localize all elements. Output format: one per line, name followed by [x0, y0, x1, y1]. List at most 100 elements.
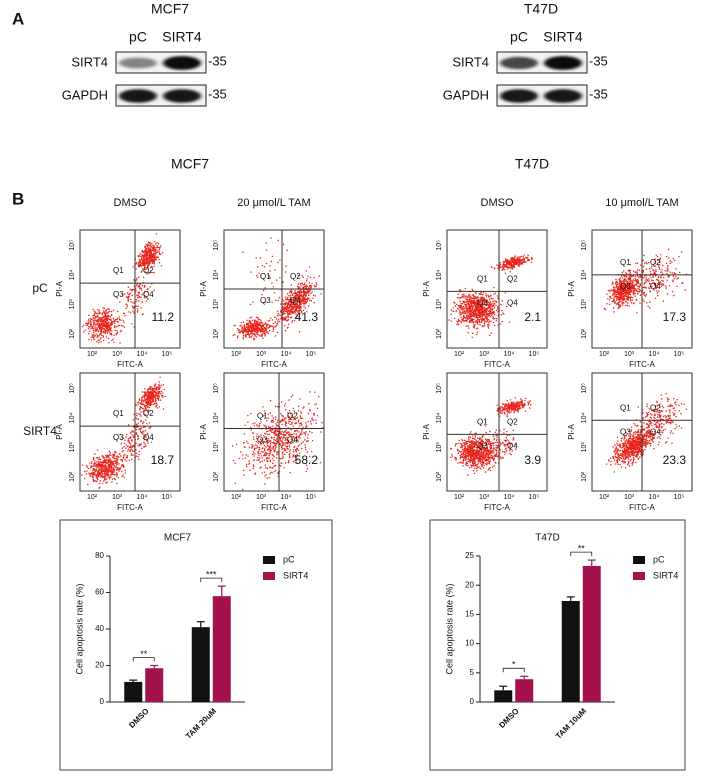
y-tick-label: 10²	[581, 471, 588, 482]
quadrant-label: Q1	[477, 417, 488, 426]
cell-line-title: T47D	[515, 156, 549, 172]
y-tick-label: 10²	[213, 328, 220, 339]
legend-swatch	[263, 572, 275, 580]
band	[544, 89, 582, 103]
quadrant-label: Q2	[143, 409, 154, 418]
y-tick-label: 10²	[69, 471, 76, 482]
y-tick-label: 10⁴	[213, 412, 220, 423]
quadrant-label: Q3	[477, 441, 488, 450]
y-tick-label: 10²	[581, 328, 588, 339]
y-tick-label: 10⁵	[436, 240, 443, 251]
y-tick-label: 25	[465, 551, 474, 560]
x-tick-label: 10⁴	[649, 494, 660, 501]
quadrant-label: Q2	[507, 274, 518, 283]
significance-label: *	[512, 660, 516, 670]
marker-label: -35	[208, 86, 227, 101]
row-label: SIRT4	[71, 54, 108, 69]
flow-plot: Q1 Q2 Q3 Q4 41.3 FITC-A PI-A 10² 10² 10³ 10³ 10⁴ 10⁴…	[199, 229, 325, 369]
legend-label: pC	[283, 554, 295, 564]
x-tick-label: 10³	[112, 494, 123, 501]
flow-plot: Q1 Q2 Q3 Q4 17.3 FITC-A PI-A 10² 10² 10³ 10³ 10⁴ 10⁴…	[567, 229, 693, 369]
quadrant-label: Q4	[650, 427, 661, 436]
dot-cloud	[232, 237, 322, 341]
x-tick-label: 10⁵	[306, 351, 317, 358]
y-tick-label: 10⁵	[213, 383, 220, 394]
apoptosis-value: 2.1	[524, 310, 541, 324]
y-axis-label: PI-A	[199, 424, 208, 440]
marker-label: -35	[589, 53, 608, 68]
dot-cloud	[81, 233, 164, 344]
row-label: SIRT4	[452, 54, 489, 69]
x-tick-label: TAM 20uM	[184, 706, 218, 740]
quadrant-label: Q3	[620, 282, 631, 291]
row-label: GAPDH	[62, 87, 108, 102]
bar	[494, 690, 513, 702]
x-tick-label: 10⁵	[529, 351, 540, 358]
y-tick-label: 10⁵	[581, 240, 588, 251]
quadrant-label: Q2	[507, 417, 518, 426]
lane-label: SIRT4	[162, 29, 202, 45]
y-tick-label: 10³	[581, 442, 588, 453]
x-axis-label: FITC-A	[629, 503, 655, 512]
bar	[582, 565, 601, 702]
x-tick-label: 10³	[624, 351, 635, 358]
band	[163, 89, 201, 103]
flow-plot: Q1 Q2 Q3 Q4 3.9 FITC-A PI-A 10² 10² 10³ 10³ 10⁴ 10⁴ 1…	[422, 372, 548, 512]
apoptosis-value: 18.7	[151, 453, 175, 467]
plot-frame	[79, 229, 181, 349]
quadrant-label: Q3	[257, 436, 268, 445]
significance-label: **	[140, 649, 148, 659]
y-tick-label: 10⁴	[581, 269, 588, 280]
y-axis-label: PI-A	[567, 281, 576, 297]
quadrant-label: Q1	[113, 409, 124, 418]
bar	[515, 679, 534, 702]
y-tick-label: 10²	[213, 471, 220, 482]
flow-plot: Q1 Q2 Q3 Q4 58.2 FITC-A PI-A 10² 10² 10³ 10³ 10⁴ 10⁴…	[199, 372, 325, 512]
y-tick-label: 10³	[69, 299, 76, 310]
y-axis-title: Cell apoptosis rate (%)	[444, 583, 454, 674]
flow-plot: Q1 Q2 Q3 Q4 23.3 FITC-A PI-A 10² 10² 10³ 10³ 10⁴ 10⁴…	[567, 372, 693, 512]
significance-label: ***	[206, 569, 217, 579]
y-tick-label: 10³	[436, 299, 443, 310]
x-tick-label: 10⁵	[162, 494, 173, 501]
plot-frame	[79, 372, 181, 492]
legend-swatch	[633, 572, 645, 580]
x-tick-label: TAM 10uM	[554, 706, 588, 740]
y-tick-label: 10⁴	[581, 412, 588, 423]
band	[119, 57, 157, 69]
y-tick-label: 0	[470, 697, 475, 706]
plot-frame	[223, 372, 325, 492]
quadrant-label: Q4	[143, 290, 154, 299]
y-tick-label: 10²	[436, 471, 443, 482]
apoptosis-value: 11.2	[152, 310, 175, 324]
x-tick-label: 10³	[624, 494, 635, 501]
bar	[124, 681, 143, 702]
y-axis-label: PI-A	[55, 424, 64, 440]
y-tick-label: 5	[470, 668, 475, 677]
row-label: SIRT4	[23, 424, 57, 438]
y-tick-label: 10³	[436, 442, 443, 453]
flow-plot: Q1 Q2 Q3 Q4 18.7 FITC-A PI-A 10² 10² 10³ 10³ 10⁴ 10⁴…	[55, 372, 181, 512]
quadrant-label: Q2	[143, 266, 154, 275]
x-axis-label: FITC-A	[261, 503, 287, 512]
y-tick-label: 20	[465, 580, 474, 589]
quadrant-label: Q4	[143, 433, 154, 442]
legend-label: pC	[653, 554, 665, 564]
x-tick-label: 10³	[112, 351, 123, 358]
flow-plot: Q1 Q2 Q3 Q4 11.2 FITC-A PI-A 10² 10² 10³ 10³ 10⁴ 10⁴…	[55, 229, 181, 369]
condition-label: 20 μmol/L TAM	[237, 197, 310, 209]
x-tick-label: 10²	[599, 351, 610, 358]
blot-title: T47D	[524, 1, 558, 17]
quadrant-label: Q2	[287, 412, 298, 421]
y-tick-label: 10⁵	[581, 383, 588, 394]
x-tick-label: 10³	[479, 494, 490, 501]
y-axis-label: PI-A	[199, 281, 208, 297]
quadrant-label: Q1	[257, 412, 268, 421]
blot-title: MCF7	[151, 1, 189, 17]
quadrant-label: Q1	[477, 274, 488, 283]
x-tick-label: 10⁴	[281, 351, 292, 358]
x-tick-label: 10⁵	[529, 494, 540, 501]
quadrant-label: Q3	[260, 296, 271, 305]
significance-bracket	[200, 577, 223, 583]
